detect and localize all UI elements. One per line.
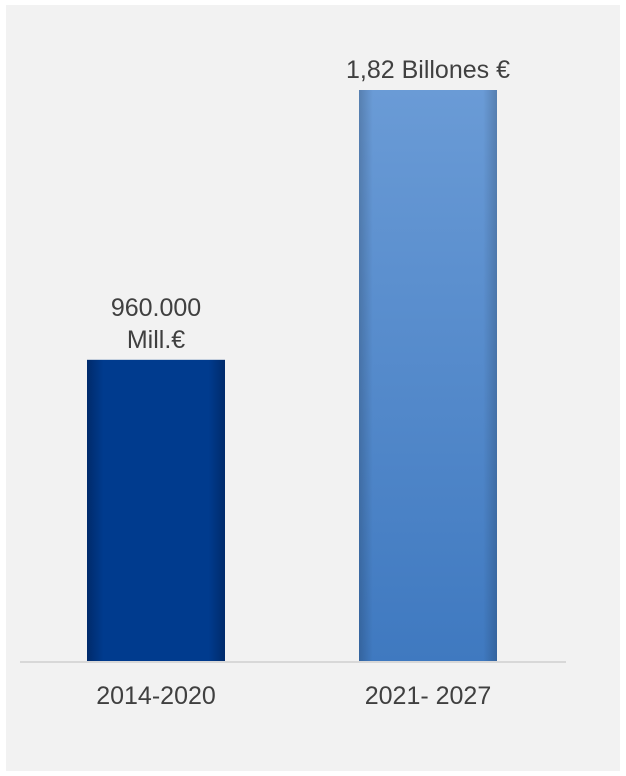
bars-layer	[87, 90, 497, 661]
bar-2-shading	[359, 90, 497, 661]
data-label-1-line-1: 960.000	[111, 294, 201, 322]
labels-layer: 960.000 Mill.€ 2014-2020 1,82 Billones € 202…	[96, 56, 510, 710]
x-tick-label-2: 2021- 2027	[365, 682, 492, 710]
data-label-2-line-1: 1,82 Billones €	[346, 56, 510, 84]
x-tick-label-1: 2014-2020	[96, 682, 216, 710]
bar-1	[87, 359, 225, 661]
data-label-1-line-2: Mill.€	[127, 326, 185, 354]
